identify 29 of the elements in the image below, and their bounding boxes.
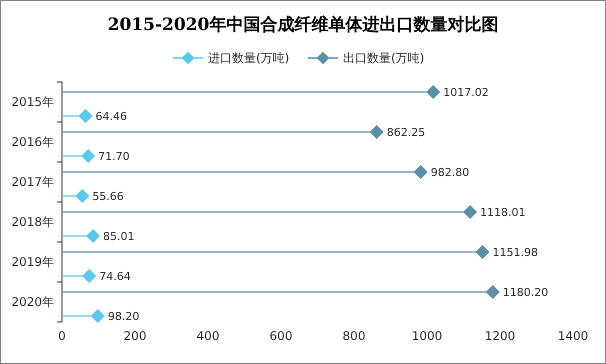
data-label: 74.64 <box>99 270 131 283</box>
x-tick-label: 400 <box>196 329 220 343</box>
legend-label: 出口数量(万吨) <box>343 51 424 65</box>
y-tick-label: 2017年 <box>11 175 54 189</box>
x-tick-label: 200 <box>124 329 146 343</box>
legend-label: 进口数量(万吨) <box>208 51 290 65</box>
y-tick-label: 2015年 <box>11 95 54 109</box>
data-label: 1180.20 <box>502 286 548 299</box>
data-label: 1118.01 <box>480 206 526 219</box>
data-label: 982.80 <box>430 166 470 179</box>
y-tick-label: 2016年 <box>11 135 54 149</box>
y-tick-label: 2019年 <box>11 255 54 269</box>
data-label: 55.66 <box>92 190 124 203</box>
data-label: 862.25 <box>386 126 426 139</box>
data-label: 64.46 <box>96 110 128 123</box>
x-tick-label: 1200 <box>484 329 516 343</box>
data-label: 71.70 <box>98 150 130 163</box>
x-tick-label: 800 <box>342 329 366 343</box>
data-label: 98.20 <box>108 310 140 323</box>
y-tick-label: 2018年 <box>11 215 54 229</box>
x-tick-label: 0 <box>58 329 66 343</box>
data-label: 1017.02 <box>443 86 489 99</box>
y-tick-label: 2020年 <box>11 295 54 309</box>
chart-title: 2015-2020年中国合成纤维单体进出口数量对比图 <box>108 15 498 35</box>
x-tick-label: 600 <box>270 329 292 343</box>
data-label: 85.01 <box>103 230 135 243</box>
data-label: 1151.98 <box>492 246 538 259</box>
x-tick-label: 1400 <box>558 329 588 343</box>
x-tick-label: 1000 <box>412 329 442 343</box>
